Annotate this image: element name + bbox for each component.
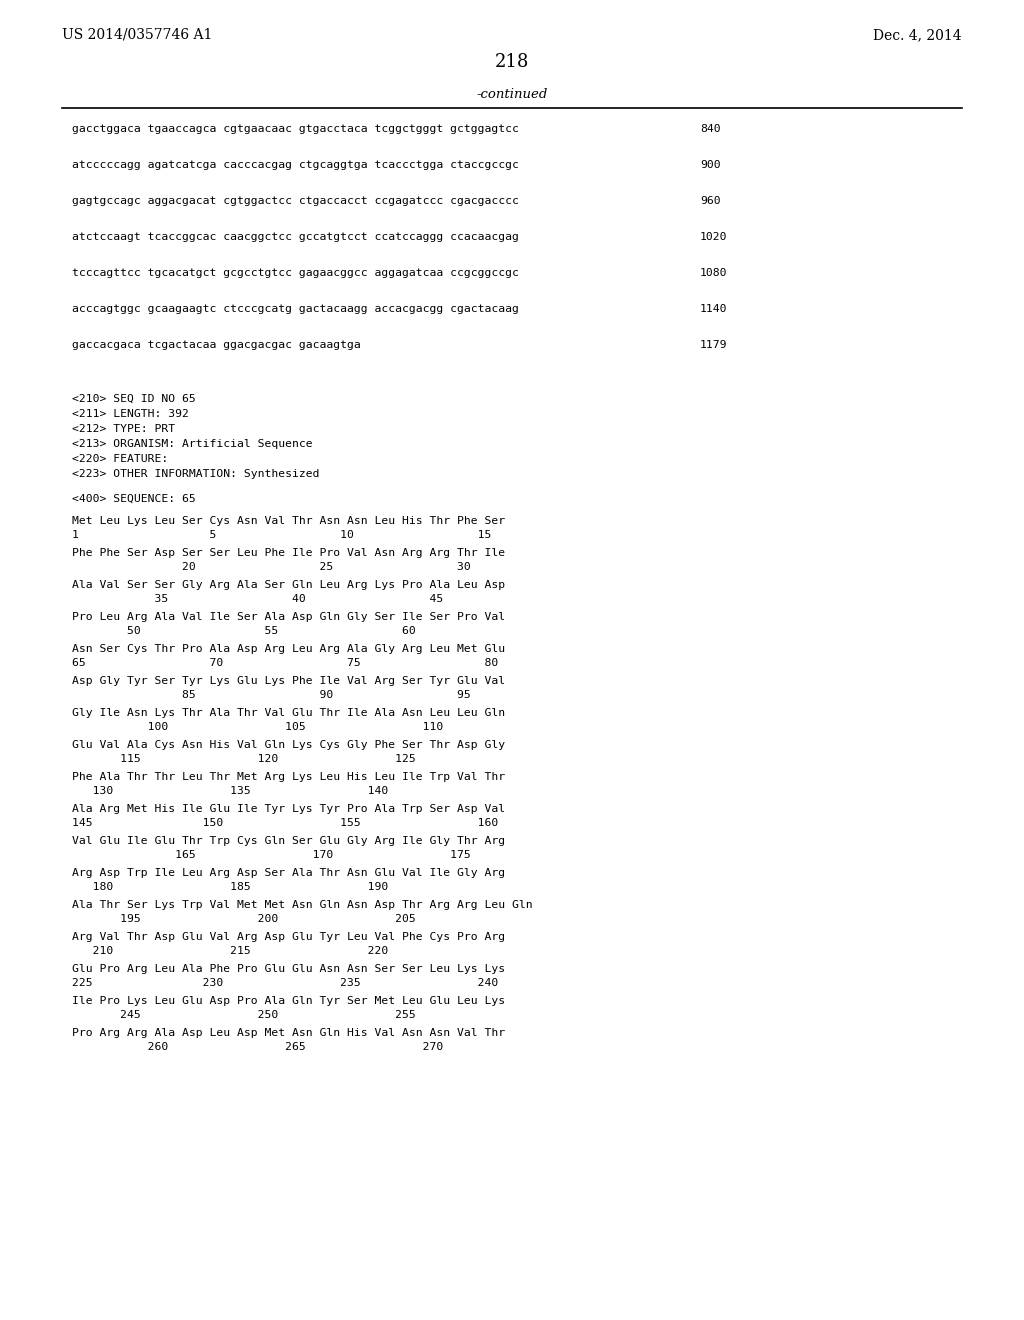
Text: 900: 900 [700, 160, 721, 170]
Text: 225                230                 235                 240: 225 230 235 240 [72, 978, 499, 987]
Text: <220> FEATURE:: <220> FEATURE: [72, 454, 168, 465]
Text: 1179: 1179 [700, 341, 727, 350]
Text: <211> LENGTH: 392: <211> LENGTH: 392 [72, 409, 188, 418]
Text: acccagtggc gcaagaagtc ctcccgcatg gactacaagg accacgacgg cgactacaag: acccagtggc gcaagaagtc ctcccgcatg gactaca… [72, 304, 519, 314]
Text: 115                 120                 125: 115 120 125 [72, 754, 416, 764]
Text: Arg Val Thr Asp Glu Val Arg Asp Glu Tyr Leu Val Phe Cys Pro Arg: Arg Val Thr Asp Glu Val Arg Asp Glu Tyr … [72, 932, 505, 942]
Text: Asp Gly Tyr Ser Tyr Lys Glu Lys Phe Ile Val Arg Ser Tyr Glu Val: Asp Gly Tyr Ser Tyr Lys Glu Lys Phe Ile … [72, 676, 505, 686]
Text: <213> ORGANISM: Artificial Sequence: <213> ORGANISM: Artificial Sequence [72, 440, 312, 449]
Text: Val Glu Ile Glu Thr Trp Cys Gln Ser Glu Gly Arg Ile Gly Thr Arg: Val Glu Ile Glu Thr Trp Cys Gln Ser Glu … [72, 836, 505, 846]
Text: 210                 215                 220: 210 215 220 [72, 946, 388, 956]
Text: 145                150                 155                 160: 145 150 155 160 [72, 818, 499, 828]
Text: <223> OTHER INFORMATION: Synthesized: <223> OTHER INFORMATION: Synthesized [72, 469, 319, 479]
Text: <212> TYPE: PRT: <212> TYPE: PRT [72, 424, 175, 434]
Text: <210> SEQ ID NO 65: <210> SEQ ID NO 65 [72, 393, 196, 404]
Text: Pro Leu Arg Ala Val Ile Ser Ala Asp Gln Gly Ser Ile Ser Pro Val: Pro Leu Arg Ala Val Ile Ser Ala Asp Gln … [72, 612, 505, 622]
Text: 960: 960 [700, 195, 721, 206]
Text: Met Leu Lys Leu Ser Cys Asn Val Thr Asn Asn Leu His Thr Phe Ser: Met Leu Lys Leu Ser Cys Asn Val Thr Asn … [72, 516, 505, 525]
Text: atctccaagt tcaccggcac caacggctcc gccatgtcct ccatccaggg ccacaacgag: atctccaagt tcaccggcac caacggctcc gccatgt… [72, 232, 519, 242]
Text: Gly Ile Asn Lys Thr Ala Thr Val Glu Thr Ile Ala Asn Leu Leu Gln: Gly Ile Asn Lys Thr Ala Thr Val Glu Thr … [72, 708, 505, 718]
Text: Phe Phe Ser Asp Ser Ser Leu Phe Ile Pro Val Asn Arg Arg Thr Ile: Phe Phe Ser Asp Ser Ser Leu Phe Ile Pro … [72, 548, 505, 558]
Text: Pro Arg Arg Ala Asp Leu Asp Met Asn Gln His Val Asn Asn Val Thr: Pro Arg Arg Ala Asp Leu Asp Met Asn Gln … [72, 1028, 505, 1038]
Text: <400> SEQUENCE: 65: <400> SEQUENCE: 65 [72, 494, 196, 504]
Text: Dec. 4, 2014: Dec. 4, 2014 [873, 28, 962, 42]
Text: 260                 265                 270: 260 265 270 [72, 1041, 443, 1052]
Text: 20                  25                  30: 20 25 30 [72, 562, 471, 572]
Text: 1                   5                  10                  15: 1 5 10 15 [72, 531, 492, 540]
Text: 65                  70                  75                  80: 65 70 75 80 [72, 657, 499, 668]
Text: 180                 185                 190: 180 185 190 [72, 882, 388, 892]
Text: 840: 840 [700, 124, 721, 135]
Text: 1080: 1080 [700, 268, 727, 279]
Text: Ile Pro Lys Leu Glu Asp Pro Ala Gln Tyr Ser Met Leu Glu Leu Lys: Ile Pro Lys Leu Glu Asp Pro Ala Gln Tyr … [72, 997, 505, 1006]
Text: Glu Pro Arg Leu Ala Phe Pro Glu Glu Asn Asn Ser Ser Leu Lys Lys: Glu Pro Arg Leu Ala Phe Pro Glu Glu Asn … [72, 964, 505, 974]
Text: US 2014/0357746 A1: US 2014/0357746 A1 [62, 28, 212, 42]
Text: Ala Thr Ser Lys Trp Val Met Met Asn Gln Asn Asp Thr Arg Arg Leu Gln: Ala Thr Ser Lys Trp Val Met Met Asn Gln … [72, 900, 532, 909]
Text: 130                 135                 140: 130 135 140 [72, 785, 388, 796]
Text: atcccccagg agatcatcga cacccacgag ctgcaggtga tcaccctgga ctaccgccgc: atcccccagg agatcatcga cacccacgag ctgcagg… [72, 160, 519, 170]
Text: gacctggaca tgaaccagca cgtgaacaac gtgacctaca tcggctgggt gctggagtcc: gacctggaca tgaaccagca cgtgaacaac gtgacct… [72, 124, 519, 135]
Text: tcccagttcc tgcacatgct gcgcctgtcc gagaacggcc aggagatcaa ccgcggccgc: tcccagttcc tgcacatgct gcgcctgtcc gagaacg… [72, 268, 519, 279]
Text: -continued: -continued [476, 88, 548, 102]
Text: Ala Arg Met His Ile Glu Ile Tyr Lys Tyr Pro Ala Trp Ser Asp Val: Ala Arg Met His Ile Glu Ile Tyr Lys Tyr … [72, 804, 505, 814]
Text: 165                 170                 175: 165 170 175 [72, 850, 471, 861]
Text: Asn Ser Cys Thr Pro Ala Asp Arg Leu Arg Ala Gly Arg Leu Met Glu: Asn Ser Cys Thr Pro Ala Asp Arg Leu Arg … [72, 644, 505, 653]
Text: 245                 250                 255: 245 250 255 [72, 1010, 416, 1020]
Text: Phe Ala Thr Thr Leu Thr Met Arg Lys Leu His Leu Ile Trp Val Thr: Phe Ala Thr Thr Leu Thr Met Arg Lys Leu … [72, 772, 505, 781]
Text: Glu Val Ala Cys Asn His Val Gln Lys Cys Gly Phe Ser Thr Asp Gly: Glu Val Ala Cys Asn His Val Gln Lys Cys … [72, 741, 505, 750]
Text: 1020: 1020 [700, 232, 727, 242]
Text: gaccacgaca tcgactacaa ggacgacgac gacaagtga: gaccacgaca tcgactacaa ggacgacgac gacaagt… [72, 341, 360, 350]
Text: 195                 200                 205: 195 200 205 [72, 913, 416, 924]
Text: 218: 218 [495, 53, 529, 71]
Text: Arg Asp Trp Ile Leu Arg Asp Ser Ala Thr Asn Glu Val Ile Gly Arg: Arg Asp Trp Ile Leu Arg Asp Ser Ala Thr … [72, 869, 505, 878]
Text: 1140: 1140 [700, 304, 727, 314]
Text: Ala Val Ser Ser Gly Arg Ala Ser Gln Leu Arg Lys Pro Ala Leu Asp: Ala Val Ser Ser Gly Arg Ala Ser Gln Leu … [72, 579, 505, 590]
Text: 35                  40                  45: 35 40 45 [72, 594, 443, 605]
Text: 100                 105                 110: 100 105 110 [72, 722, 443, 733]
Text: gagtgccagc aggacgacat cgtggactcc ctgaccacct ccgagatccc cgacgacccc: gagtgccagc aggacgacat cgtggactcc ctgacca… [72, 195, 519, 206]
Text: 85                  90                  95: 85 90 95 [72, 690, 471, 700]
Text: 50                  55                  60: 50 55 60 [72, 626, 416, 636]
